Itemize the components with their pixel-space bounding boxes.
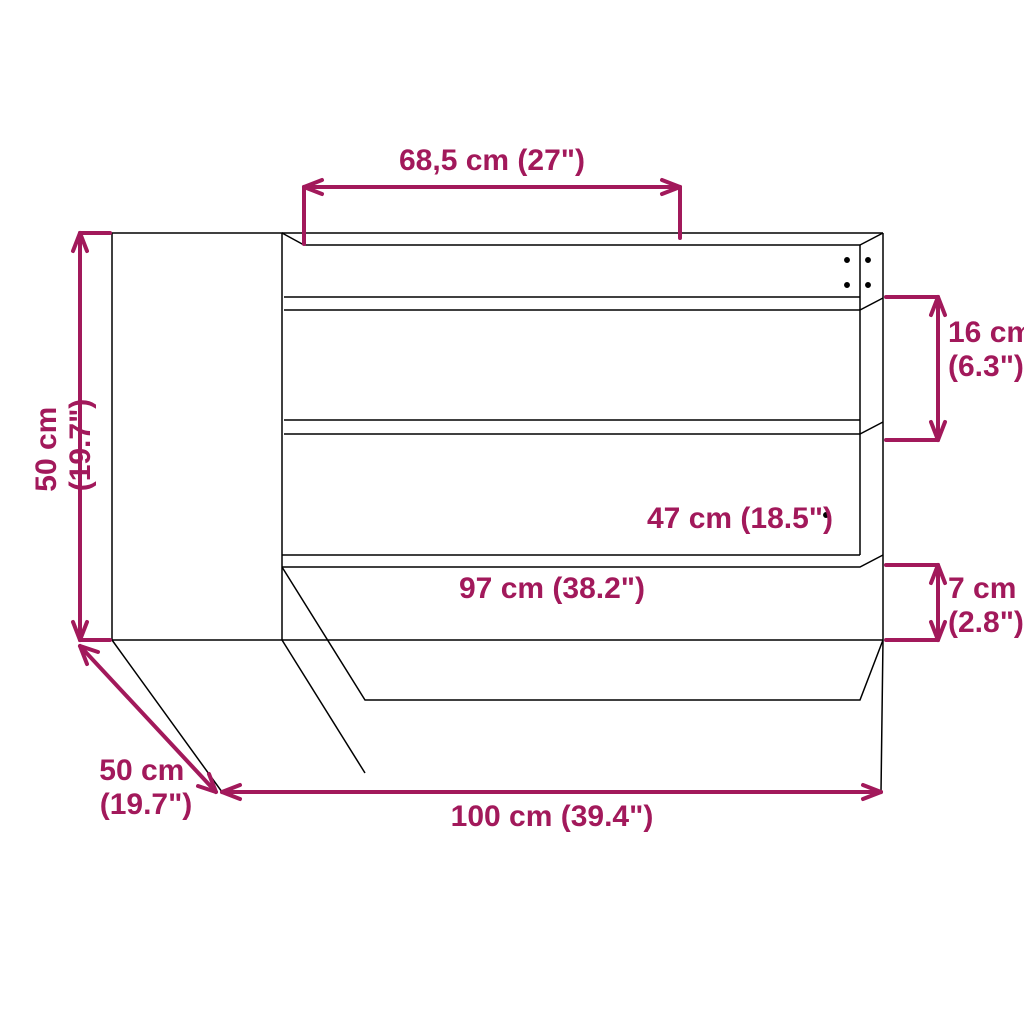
dim-toe-kick <box>886 565 945 640</box>
label-top-width: 68,5 cm (27") <box>399 144 585 177</box>
label-toe-kick: 7 cm (2.8") <box>948 572 1024 639</box>
label-inner-width: 97 cm (38.2") <box>459 572 645 605</box>
dim-shelf-gap <box>886 297 945 440</box>
svg-text:7 cm (2.8"): 7 cm (2.8") <box>948 572 1024 639</box>
dim-width-bottom <box>222 785 881 799</box>
svg-text:50 cm (19.7"): 50 cm (19.7") <box>99 754 192 821</box>
label-shelf-gap: 16 cm (6.3") <box>948 316 1024 383</box>
label-height-left: 50 cm (19.7") <box>30 398 97 491</box>
dim-top-width <box>304 180 680 244</box>
svg-text:16 cm (6.3"): 16 cm (6.3") <box>948 316 1024 383</box>
label-width-bottom: 100 cm (39.4") <box>451 800 654 833</box>
label-depth-left: 50 cm (19.7") <box>99 754 192 821</box>
label-inner-depth: 47 cm (18.5") <box>647 502 833 535</box>
